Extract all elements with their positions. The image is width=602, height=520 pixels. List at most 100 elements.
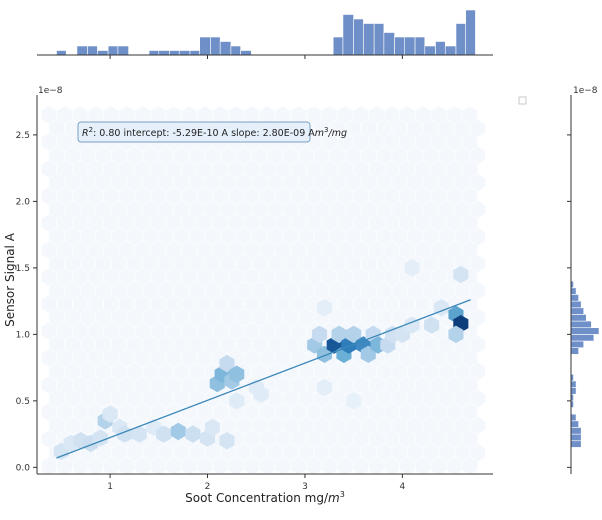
right-hist-bar [570, 433, 582, 442]
hexbin-background-cell [64, 389, 80, 408]
hexbin-background-cell [423, 254, 439, 273]
top-hist-bar [219, 41, 232, 56]
hexbin-background-cell [88, 349, 104, 367]
hexbin-background-cell [259, 457, 275, 475]
hexbin-background-cell [298, 389, 314, 408]
hexbin-background-cell [462, 106, 478, 124]
hexbin-background-cell [236, 173, 252, 192]
hexbin-background-cell [361, 227, 377, 246]
hexbin-background-cell [283, 416, 299, 435]
hexbin-background-cell [49, 227, 65, 246]
hexbin-background-cell [57, 160, 73, 178]
hexbin-background-cell [376, 146, 392, 165]
hexbin-background-cell [212, 187, 229, 205]
hexbin-background-cell [197, 241, 213, 259]
hexbin-background-cell [251, 146, 267, 165]
hexbin-background-cell [181, 268, 197, 286]
hexbin-background-cell [228, 187, 244, 205]
hexbin-background-cell [329, 119, 345, 138]
hexbin-background-cell [41, 349, 57, 367]
hexbin-background-cell [158, 281, 174, 300]
hexbin-background-cell [290, 349, 306, 367]
right-hist-bar [570, 294, 579, 302]
hexbin-background-cell [298, 281, 314, 300]
top-hist-bar [394, 36, 405, 56]
hexbin-background-cell [345, 254, 361, 273]
hexbin-background-cell [259, 403, 275, 421]
hexbin-background-cell [392, 146, 408, 165]
y-tick-label: 0.5 [16, 397, 30, 407]
hexbin-background-cell [438, 389, 455, 408]
hexbin-background-cell [368, 457, 384, 475]
hexbin-background-cell [438, 443, 455, 462]
hexbin-background-cell [166, 241, 182, 259]
hexbin-background-cell [158, 389, 174, 408]
hexbin-background-cell [158, 173, 174, 192]
hexbin-background-cell [345, 416, 361, 435]
hexbin-background-cell [306, 106, 322, 124]
hexbin-background-cell [322, 430, 338, 448]
hexbin-background-cell [205, 335, 221, 354]
hexbin-background-cell [259, 349, 275, 367]
hexbin-background-cell [283, 200, 299, 219]
hexbin-background-cell [446, 241, 462, 259]
hexbin-background-cell [322, 106, 338, 124]
hexbin-background-cell [205, 173, 221, 192]
hexbin-background-cell [376, 200, 392, 219]
hexbin-main-axes: 1 2 3 4 0.0 0.5 1.0 1.5 2.0 2.5 [16, 95, 493, 492]
hexbin-background-cell [96, 443, 112, 462]
hexbin-background-cell [329, 389, 345, 408]
hexbin-background-cell [142, 443, 158, 462]
hexbin-background-cell [290, 403, 306, 421]
hexbin-background-cell [454, 281, 470, 300]
hexbin-background-cell [454, 146, 470, 165]
hexbin-background-cell [220, 281, 236, 300]
hexbin-background-cell [376, 389, 392, 408]
top-hist-bar [230, 45, 241, 56]
hexbin-background-cell [298, 227, 314, 246]
hexbin-background-cell [267, 281, 283, 300]
hexbin-background-cell [431, 349, 447, 367]
hexbin-background-cell [80, 146, 96, 165]
hexbin-background-cell [57, 133, 73, 151]
hexbin-background-cell [392, 119, 408, 138]
x-axis-label-m: m [328, 491, 340, 505]
hexbin-background-cell [454, 227, 470, 246]
hexbin-background-cell [127, 389, 143, 408]
hexbin-background-cell [329, 173, 345, 192]
hexbin-background-cell [244, 214, 260, 232]
hexbin-background-cell [376, 254, 392, 273]
hexbin-background-cell [119, 106, 135, 124]
hexbin-background-cell [236, 146, 252, 165]
hexbin-background-cell [353, 403, 369, 421]
hexbin-background-cell [454, 200, 470, 219]
hexbin-background-cell [368, 295, 384, 313]
hexbin-background-cell [384, 349, 400, 367]
hexbin-background-cell [337, 457, 353, 475]
hexbin-background-cell [205, 281, 221, 300]
top-hist-bar [107, 45, 119, 56]
hexbin-background-cell [181, 214, 197, 232]
top-hist-bar [414, 36, 426, 56]
hexbin-background-cell [57, 457, 73, 475]
hexbin-background-cell [322, 160, 338, 178]
hexbin-background-cell [470, 308, 486, 327]
hexbin-background-cell [290, 160, 306, 178]
hexbin-background-cell [259, 295, 275, 313]
hexbin-background-cell [376, 227, 392, 246]
hexbin-background-cell [189, 281, 205, 300]
hexbin-background-cell [470, 173, 486, 192]
y-tick-label: 2.0 [16, 197, 31, 207]
hexbin-background-cell [236, 227, 252, 246]
hexbin-background-cell [41, 457, 57, 475]
hexbin-background-cell [212, 295, 229, 313]
hexbin-background-cell [135, 268, 151, 286]
hexbin-background-cell [290, 457, 306, 475]
hexbin-background-cell [173, 227, 190, 246]
hexbin-background-cell [173, 443, 190, 462]
right-hist-bar [570, 334, 595, 342]
hexbin-background-cell [212, 457, 229, 475]
hexbin-background-cell [111, 281, 127, 300]
hexbin-background-cell [423, 146, 439, 165]
hexbin-background-cell [181, 241, 197, 259]
